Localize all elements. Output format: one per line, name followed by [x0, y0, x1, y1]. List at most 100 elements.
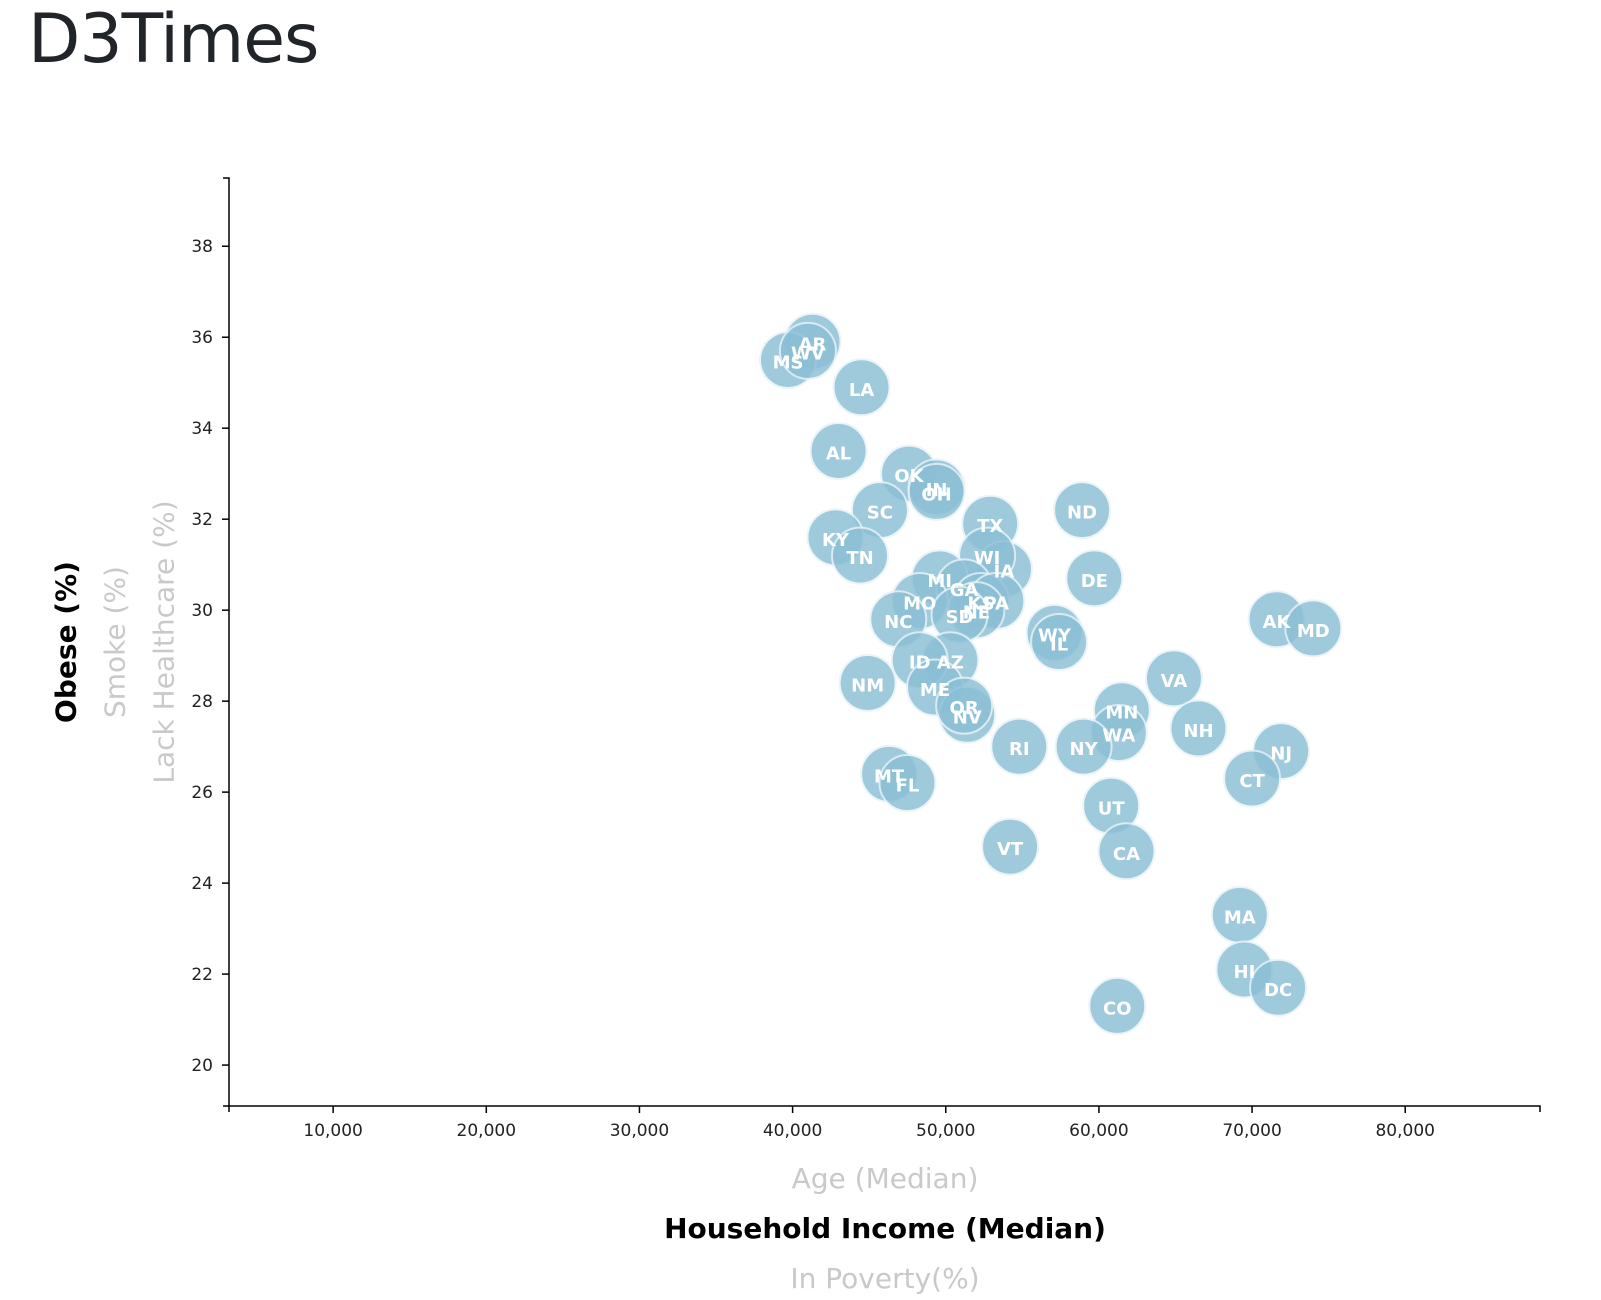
state-circle[interactable] — [1097, 822, 1156, 881]
y-axis-line — [223, 177, 230, 1107]
state-point-ny[interactable] — [1054, 717, 1113, 776]
y-axis-label-option[interactable]: Obese (%) — [50, 561, 83, 723]
state-abbr-label: MA — [1224, 907, 1256, 928]
state-abbr-label: TX — [977, 516, 1003, 537]
x-axis-label-option[interactable]: Household Income (Median) — [664, 1212, 1106, 1245]
y-tick-label: 26 — [191, 783, 213, 803]
page-title: D3Times — [28, 0, 319, 79]
state-circle[interactable] — [935, 676, 994, 735]
state-point-la[interactable] — [832, 358, 891, 417]
y-tick-label: 32 — [191, 510, 213, 530]
y-tick-label: 36 — [191, 328, 213, 348]
state-abbr-label: PA — [984, 594, 1010, 615]
x-tick-label: 50,000 — [916, 1121, 975, 1141]
state-point-va[interactable] — [1144, 649, 1203, 708]
state-abbr-label: DE — [1081, 571, 1108, 592]
state-abbr-label: IN — [926, 480, 948, 501]
state-abbr-label: LA — [849, 380, 874, 401]
state-abbr-label: OH — [921, 484, 951, 505]
state-abbr-label: TN — [846, 548, 873, 569]
state-circle[interactable] — [1030, 613, 1089, 671]
state-circle[interactable] — [809, 421, 868, 480]
state-point-il[interactable] — [1030, 613, 1089, 671]
state-abbr-label: MD — [1297, 621, 1330, 642]
state-abbr-label: AL — [826, 443, 851, 464]
state-point-de[interactable] — [1065, 549, 1124, 608]
state-point-al[interactable] — [809, 421, 868, 480]
x-tick-label: 70,000 — [1222, 1121, 1281, 1141]
state-abbr-label: ND — [1067, 503, 1097, 524]
y-tick-label: 20 — [191, 1056, 213, 1076]
state-abbr-label: MT — [874, 766, 905, 787]
state-circle[interactable] — [778, 321, 837, 380]
state-circle[interactable] — [1223, 749, 1282, 808]
state-circle[interactable] — [1169, 699, 1228, 758]
state-point-ca[interactable] — [1097, 822, 1156, 881]
state-abbr-label: MN — [1105, 703, 1138, 724]
state-abbr-label: WY — [1038, 625, 1072, 646]
state-circle[interactable] — [838, 653, 897, 712]
state-abbr-label: NM — [851, 675, 884, 696]
state-abbr-label: WI — [974, 548, 1001, 569]
state-abbr-label: FL — [896, 776, 920, 797]
state-circle[interactable] — [1088, 976, 1147, 1035]
state-point-oh[interactable] — [907, 462, 966, 521]
state-abbr-label: KY — [822, 530, 850, 551]
y-axis-labels: Obese (%) Smoke (%) Lack Healthcare (%) — [50, 500, 181, 783]
state-circle[interactable] — [1284, 599, 1343, 658]
state-circle[interactable] — [1249, 958, 1308, 1017]
state-circle[interactable] — [832, 358, 891, 417]
state-abbr-label: VA — [1161, 671, 1188, 692]
state-circle[interactable] — [1065, 549, 1124, 608]
state-circle[interactable] — [830, 526, 889, 585]
state-point-wv[interactable] — [778, 321, 837, 380]
y-axis-label-option[interactable]: Smoke (%) — [99, 566, 132, 718]
state-point-fl[interactable] — [878, 754, 937, 813]
state-abbr-label: KS — [968, 594, 995, 615]
state-point-ct[interactable] — [1223, 749, 1282, 808]
state-abbr-label: GA — [950, 580, 979, 601]
state-circle[interactable] — [1144, 649, 1203, 708]
state-point-co[interactable] — [1088, 976, 1147, 1035]
x-tick-label: 40,000 — [763, 1121, 822, 1141]
state-point-nm[interactable] — [838, 653, 897, 712]
state-abbr-label: CA — [1113, 844, 1140, 865]
state-abbr-label: OK — [894, 466, 924, 487]
state-abbr-label: RI — [1009, 739, 1030, 760]
state-abbr-label: OR — [950, 698, 979, 719]
state-circle[interactable] — [878, 754, 937, 813]
state-point-or[interactable] — [935, 676, 994, 735]
state-point-nh[interactable] — [1169, 699, 1228, 758]
state-point-vt[interactable] — [981, 817, 1040, 876]
state-abbr-label: MO — [903, 594, 936, 615]
state-circle[interactable] — [907, 462, 966, 521]
state-abbr-label: DC — [1264, 980, 1292, 1001]
state-abbr-label: HI — [1234, 962, 1256, 983]
state-circle[interactable] — [1054, 717, 1113, 776]
state-abbr-label: UT — [1098, 798, 1126, 819]
y-axis-label-option[interactable]: Lack Healthcare (%) — [148, 500, 181, 783]
state-point-dc[interactable] — [1249, 958, 1308, 1017]
state-point-md[interactable] — [1284, 599, 1343, 658]
state-abbr-label: CO — [1103, 998, 1132, 1019]
state-abbr-label: MI — [927, 571, 952, 592]
state-circle[interactable] — [1053, 481, 1112, 540]
state-point-tn[interactable] — [830, 526, 889, 585]
state-point-nd[interactable] — [1053, 481, 1112, 540]
x-tick-label: 30,000 — [610, 1121, 669, 1141]
state-abbr-label: WA — [1102, 725, 1135, 746]
state-abbr-label: NH — [1183, 721, 1213, 742]
state-circle[interactable] — [990, 717, 1049, 776]
state-abbr-label: MS — [773, 352, 804, 373]
state-abbr-label: ME — [920, 680, 950, 701]
x-axis-label-option[interactable]: Age (Median) — [792, 1162, 979, 1195]
state-circle[interactable] — [981, 817, 1040, 876]
state-abbr-label: AZ — [937, 653, 964, 674]
state-point-ri[interactable] — [990, 717, 1049, 776]
state-abbr-label: IA — [994, 562, 1015, 583]
x-tick-label: 20,000 — [457, 1121, 516, 1141]
axes: 10,000 20,000 30,000 40,000 50,000 60,000 70,0… — [191, 177, 1541, 1141]
x-axis-label-option[interactable]: In Poverty(%) — [790, 1262, 979, 1295]
y-tick-label: 38 — [191, 237, 213, 257]
